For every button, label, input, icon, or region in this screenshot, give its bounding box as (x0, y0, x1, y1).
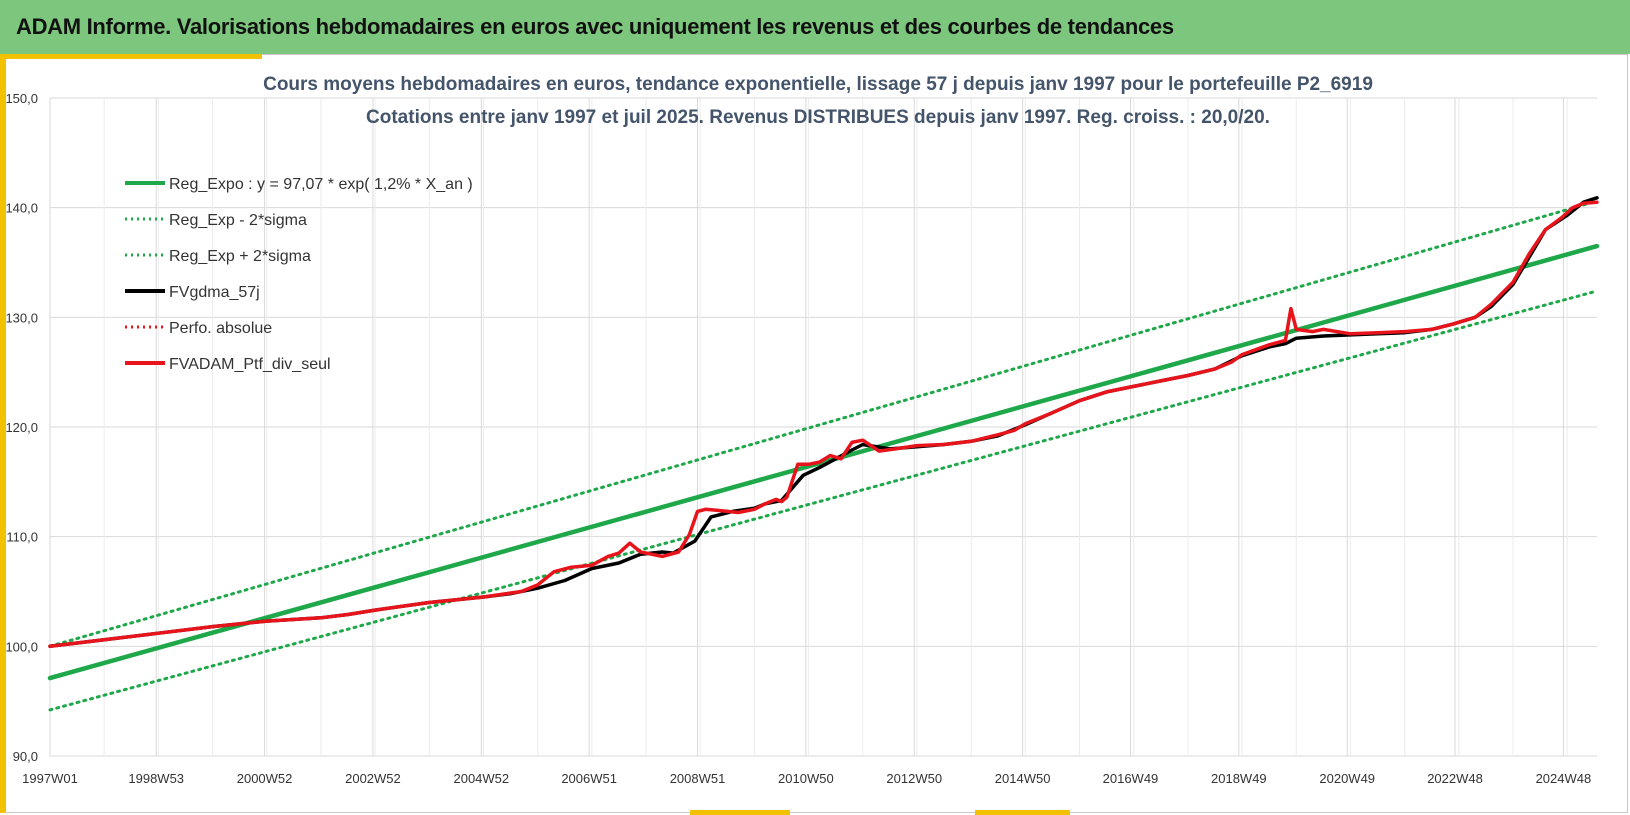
legend-item-label: Perfo. absolue (169, 320, 272, 337)
legend-item-label: Reg_Expo : y = 97,07 * exp( 1,2% * X_an … (169, 176, 473, 193)
accent-bar-left (0, 54, 6, 813)
chart-series (47, 196, 1600, 712)
x-tick-label: 2018W49 (1211, 771, 1267, 786)
header-banner: ADAM Informe. Valorisations hebdomadaire… (0, 0, 1630, 54)
accent-bar-bottom (690, 810, 790, 815)
chart-grid (49, 97, 1597, 757)
x-tick-label: 2006W51 (561, 771, 617, 786)
chart-subtitle: Cotations entre janv 1997 et juil 2025. … (366, 107, 1270, 128)
x-tick-label: 2004W52 (453, 771, 509, 786)
y-axis-ticks: 90,0 100,0 110,0 120,0 130,0 140,0 150,0 (5, 91, 38, 764)
accent-bar-bottom (975, 810, 1070, 815)
y-tick-label: 130,0 (5, 310, 38, 325)
legend-item-label: FVADAM_Ptf_div_seul (169, 356, 331, 373)
y-tick-label: 90,0 (13, 749, 38, 764)
series-reg-expo (47, 243, 1600, 681)
x-axis-ticks: 1997W01 1998W53 2000W52 2002W52 2004W52 2006W… (22, 771, 1591, 786)
y-tick-label: 110,0 (6, 530, 38, 545)
x-tick-label: 1997W01 (22, 771, 78, 786)
legend-item-label: FVgdma_57j (169, 284, 260, 301)
x-tick-label: 1998W53 (128, 771, 184, 786)
legend-item-label: Reg_Exp + 2*sigma (169, 248, 311, 265)
series-fvgdma-57j (48, 196, 1599, 649)
legend-item-label: Reg_Exp - 2*sigma (169, 212, 307, 229)
y-tick-label: 120,0 (5, 420, 38, 435)
x-tick-label: 2024W48 (1536, 771, 1592, 786)
x-tick-label: 2012W50 (886, 771, 942, 786)
x-tick-label: 2010W50 (778, 771, 834, 786)
x-tick-label: 2016W49 (1103, 771, 1159, 786)
y-tick-label: 140,0 (5, 201, 38, 216)
page-title: ADAM Informe. Valorisations hebdomadaire… (16, 14, 1174, 39)
y-tick-label: 100,0 (5, 639, 38, 654)
x-tick-label: 2014W50 (995, 771, 1051, 786)
x-tick-label: 2000W52 (237, 771, 293, 786)
x-tick-label: 2022W48 (1427, 771, 1483, 786)
y-tick-label: 150,0 (5, 91, 38, 106)
chart-title: Cours moyens hebdomadaires en euros, ten… (263, 74, 1373, 95)
x-tick-label: 2008W51 (670, 771, 726, 786)
accent-bar-top (0, 54, 262, 59)
chart-legend: Reg_Expo : y = 97,07 * exp( 1,2% * X_an … (125, 176, 473, 373)
series-fvadam-ptf-div-seul (48, 200, 1599, 649)
x-tick-label: 2002W52 (345, 771, 401, 786)
x-tick-label: 2020W49 (1319, 771, 1375, 786)
series-reg-plus-2sigma (48, 199, 1599, 648)
series-reg-minus-2sigma (48, 289, 1599, 712)
